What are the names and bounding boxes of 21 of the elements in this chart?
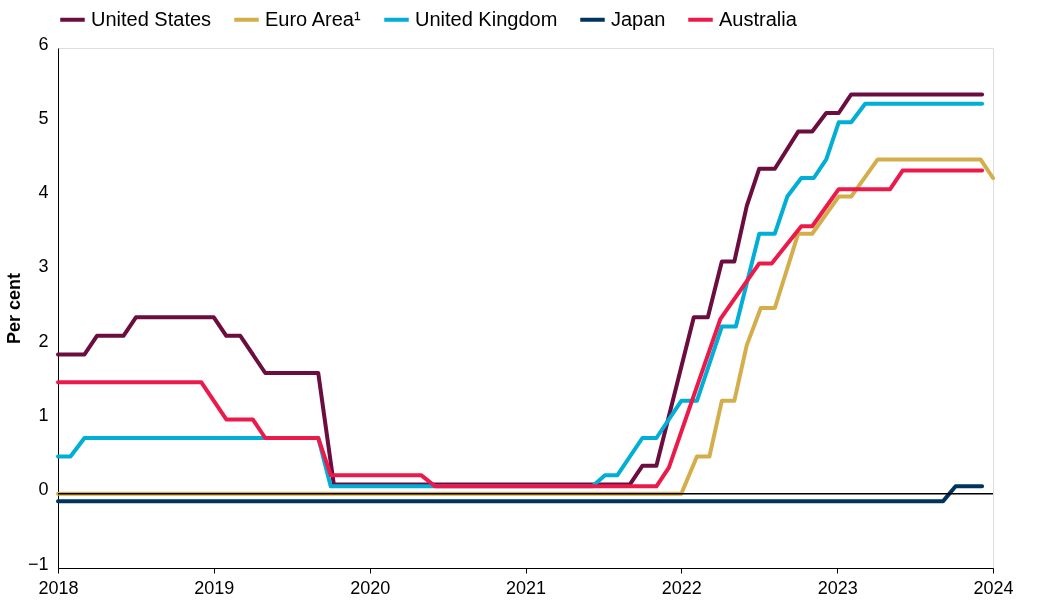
y-axis-title: Per cent [3, 272, 24, 345]
legend-label: Euro Area¹ [265, 7, 361, 30]
y-tick-label: 5 [38, 107, 49, 128]
y-tick-label: 2 [38, 330, 49, 351]
y-tick-label: 4 [38, 182, 49, 203]
legend-label: Australia [719, 7, 798, 30]
x-tick-label: 2021 [505, 577, 547, 598]
legend-label: Japan [611, 7, 666, 30]
y-tick-label: 0 [38, 479, 49, 500]
legend-label: United States [91, 7, 212, 30]
x-tick-label: 2023 [817, 577, 858, 598]
y-tick-label: 6 [38, 33, 49, 54]
y-tick-label: 1 [38, 404, 49, 425]
legend-label: United Kingdom [415, 7, 558, 30]
y-tick-label: −1 [27, 553, 49, 574]
x-tick-label: 2024 [973, 577, 1014, 598]
y-tick-label: 3 [38, 256, 49, 277]
x-tick-label: 2022 [661, 577, 702, 598]
x-tick-label: 2020 [350, 577, 391, 598]
x-tick-label: 2018 [38, 577, 79, 598]
x-tick-label: 2019 [194, 577, 235, 598]
